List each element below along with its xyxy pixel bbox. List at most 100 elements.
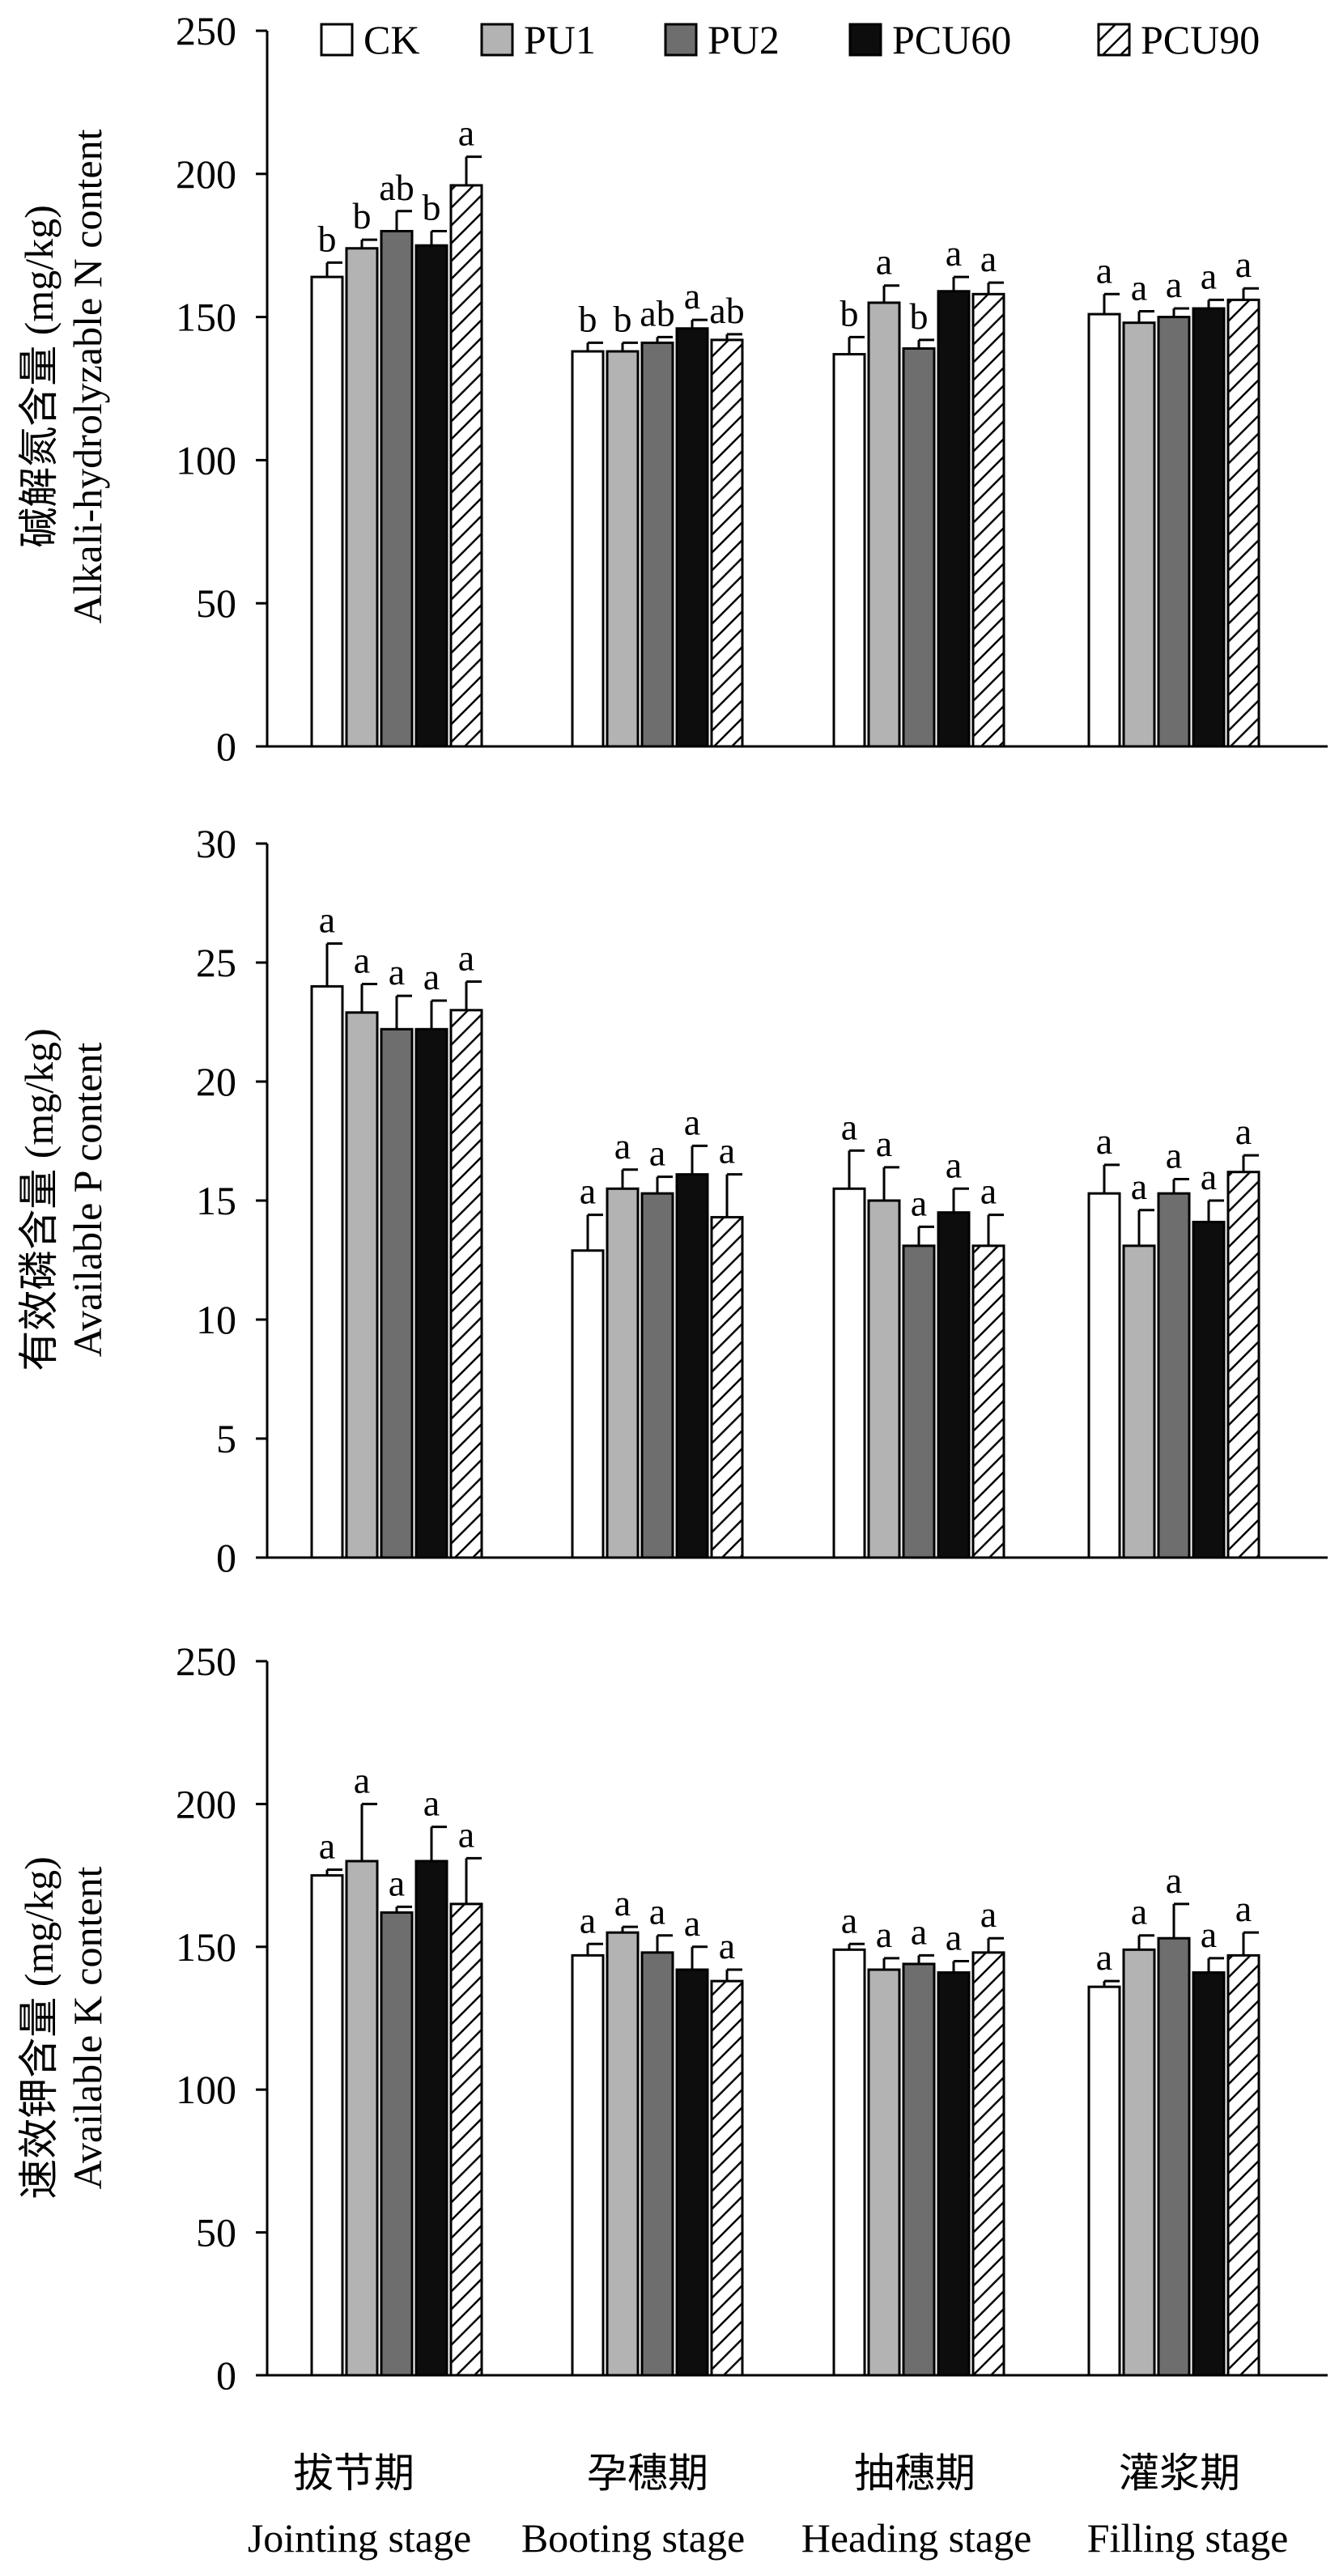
bar-pu1 — [1122, 321, 1156, 748]
significance-label: a — [458, 1813, 474, 1855]
y-tick-label: 25 — [196, 940, 236, 985]
significance-label: b — [910, 295, 929, 337]
significance-label: a — [1201, 1156, 1217, 1197]
significance-label: a — [980, 1894, 997, 1935]
x-category-labels: 拔节期 孕穗期 抽穗期 灌浆期 Jointing stage Booting s… — [248, 2451, 1288, 2561]
bar-pcu60 — [937, 1211, 971, 1559]
significance-label: a — [876, 1123, 892, 1164]
legend-swatch-pu2 — [664, 23, 698, 57]
bar-pcu60 — [675, 1173, 709, 1559]
y-tick-label: 10 — [196, 1297, 236, 1342]
significance-label: a — [1096, 1936, 1112, 1978]
bar-pu1 — [1122, 1948, 1156, 2377]
significance-label: a — [389, 1862, 405, 1903]
significance-label: a — [354, 939, 370, 980]
significance-label: a — [1096, 1120, 1112, 1162]
bar-ck — [1087, 1985, 1121, 2377]
y-tick-label: 100 — [176, 437, 236, 482]
significance-label: b — [840, 292, 859, 334]
legend-label: PCU90 — [1141, 17, 1260, 62]
x-category-cn-label: 拔节期 — [293, 2451, 414, 2496]
significance-label: a — [946, 1916, 962, 1958]
y-tick-label: 250 — [176, 1639, 236, 1684]
bar-ck — [571, 1953, 605, 2377]
significance-label: a — [1201, 1914, 1217, 1955]
significance-label: a — [458, 937, 474, 979]
panel-available-k: 速效钾含量 (mg/kg) Available K content 0 50 100… — [16, 1639, 1328, 2398]
significance-label: a — [580, 1171, 596, 1212]
bar-pu1 — [345, 1011, 379, 1559]
significance-label: a — [319, 1826, 335, 1867]
significance-label: a — [423, 1783, 440, 1824]
bar-pu1 — [345, 1860, 379, 2377]
significance-label: a — [1235, 1888, 1252, 1929]
bar-pu2 — [640, 1951, 674, 2377]
y-tick-label: 0 — [216, 2353, 236, 2398]
ylabel-cn: 速效钾含量 (mg/kg) — [16, 1856, 62, 2200]
bar-pu1 — [867, 1199, 901, 1559]
significance-label: ab — [709, 290, 744, 331]
ylabel-en: Alkali-hydrolyzable N content — [65, 129, 110, 623]
y-tick-label: 50 — [196, 2210, 236, 2255]
significance-label: a — [841, 1899, 857, 1941]
bar-pu2 — [902, 346, 936, 748]
y-tick-label: 150 — [176, 295, 236, 340]
significance-label: a — [911, 1911, 927, 1952]
bar-pcu90 — [449, 1009, 483, 1559]
significance-label: ab — [640, 292, 674, 334]
bar-pcu90 — [1226, 1953, 1260, 2377]
significance-label: a — [1166, 1135, 1182, 1176]
significance-label: a — [614, 1882, 631, 1923]
significance-label: a — [1166, 264, 1182, 305]
bar-pcu90 — [449, 1902, 483, 2377]
significance-label: a — [649, 1891, 665, 1932]
y-tick-label: 0 — [216, 1535, 236, 1580]
bar-pcu60 — [937, 1971, 971, 2377]
legend-label: CK — [363, 17, 419, 62]
x-category-cn-label: 灌浆期 — [1119, 2451, 1240, 2496]
bar-pcu90 — [1226, 1171, 1260, 1559]
y-tick-label: 200 — [176, 1781, 236, 1826]
legend-swatch-pcu60 — [848, 23, 882, 57]
bar-pcu90 — [1226, 298, 1260, 748]
y-tick-label: 5 — [216, 1416, 236, 1461]
bar-ck — [310, 275, 344, 748]
bar-pu1 — [867, 301, 901, 748]
bar-pu2 — [380, 1911, 414, 2377]
bar-pu2 — [902, 1244, 936, 1559]
bar-pu2 — [1157, 1936, 1191, 2377]
significance-label: a — [1166, 1860, 1182, 1901]
significance-label: a — [841, 1106, 857, 1147]
legend-label: PCU60 — [892, 17, 1011, 62]
bar-pcu90 — [971, 1951, 1005, 2377]
bar-ck — [1087, 312, 1121, 748]
significance-label: b — [614, 298, 632, 339]
ylabel-en: Available K content — [65, 1866, 110, 2189]
significance-label: a — [319, 899, 335, 940]
significance-label: b — [318, 218, 337, 259]
bar-pcu90 — [710, 1979, 744, 2377]
y-tick-label: 20 — [196, 1059, 236, 1104]
significance-label: a — [614, 1125, 631, 1167]
ylabel-cn: 有效磷含量 (mg/kg) — [16, 1028, 62, 1371]
x-category-en-label: Filling stage — [1087, 2515, 1289, 2561]
significance-label: a — [980, 1171, 997, 1212]
bar-pu2 — [380, 1027, 414, 1559]
bar-pcu90 — [710, 338, 744, 748]
bar-pu1 — [606, 350, 640, 748]
significance-label: a — [580, 1899, 596, 1941]
significance-label: b — [423, 187, 441, 228]
panel-alkali-n: 碱解氮含量 (mg/kg) Alkali-hydrolyzable N cont… — [16, 8, 1328, 769]
bar-pcu60 — [414, 244, 448, 748]
legend-swatch-pu1 — [480, 23, 514, 57]
significance-label: a — [423, 956, 440, 997]
significance-label: a — [911, 1182, 927, 1223]
bar-ck — [832, 1948, 866, 2377]
significance-label: a — [876, 241, 892, 283]
significance-label: a — [1235, 1111, 1252, 1152]
bar-pcu60 — [937, 290, 971, 748]
bar-pcu90 — [971, 292, 1005, 748]
bar-ck — [571, 1249, 605, 1559]
significance-label: a — [719, 1925, 735, 1966]
